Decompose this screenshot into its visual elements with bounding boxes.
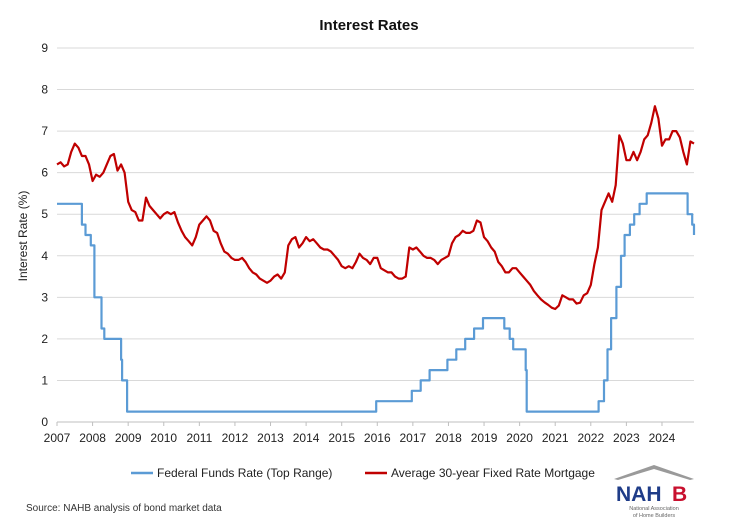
- x-tick-label: 2011: [186, 431, 212, 445]
- y-axis-label: Interest Rate (%): [16, 191, 30, 282]
- x-axis-ticks: 2007 2008 2009 2010 2011 2012 2013 2014 2015 2016…: [44, 422, 676, 445]
- y-axis-ticks: 0 1 2 3 4 5 6 7 8 9: [41, 41, 48, 429]
- x-tick-label: 2019: [471, 431, 498, 445]
- x-tick-label: 2012: [222, 431, 249, 445]
- x-tick-label: 2008: [79, 431, 106, 445]
- y-tick-label: 6: [41, 166, 48, 180]
- logo-tagline-2: of Home Builders: [633, 513, 675, 519]
- x-tick-label: 2009: [115, 431, 142, 445]
- legend: Federal Funds Rate (Top Range) Average 3…: [131, 466, 595, 480]
- logo-roof-icon: [614, 465, 694, 480]
- x-tick-label: 2007: [44, 431, 71, 445]
- x-tick-label: 2015: [328, 431, 355, 445]
- y-tick-label: 5: [41, 207, 48, 221]
- y-tick-label: 4: [41, 249, 48, 263]
- y-tick-label: 8: [41, 83, 48, 97]
- y-tick-label: 2: [41, 332, 48, 346]
- y-tick-label: 3: [41, 290, 48, 304]
- x-tick-label: 2013: [257, 431, 284, 445]
- logo-wordmark-b: B: [672, 483, 687, 506]
- y-tick-label: 1: [41, 373, 48, 387]
- x-tick-label: 2018: [435, 431, 462, 445]
- nahb-logo: NAH B National Association of Home Build…: [614, 465, 694, 519]
- x-tick-label: 2014: [293, 431, 320, 445]
- x-tick-label: 2021: [542, 431, 569, 445]
- x-tick-label: 2022: [577, 431, 604, 445]
- y-tick-label: 0: [41, 415, 48, 429]
- x-tick-label: 2023: [613, 431, 640, 445]
- x-tick-label: 2010: [150, 431, 177, 445]
- logo-tagline-1: National Association: [629, 506, 679, 512]
- x-tick-label: 2020: [506, 431, 533, 445]
- x-tick-label: 2024: [649, 431, 676, 445]
- legend-label-fed-funds: Federal Funds Rate (Top Range): [157, 466, 332, 480]
- chart-title: Interest Rates: [319, 17, 418, 34]
- y-tick-label: 9: [41, 41, 48, 55]
- series-line-30yr-mortgage-rate: [56, 105, 695, 311]
- x-tick-label: 2017: [400, 431, 427, 445]
- series-lines: [56, 105, 696, 413]
- series-line-federal-funds-rate: [57, 192, 696, 413]
- legend-label-mortgage: Average 30-year Fixed Rate Mortgage: [391, 466, 595, 480]
- source-note: Source: NAHB analysis of bond market dat…: [26, 503, 222, 514]
- x-tick-label: 2016: [364, 431, 391, 445]
- y-tick-label: 7: [41, 124, 48, 138]
- logo-wordmark-nah: NAH: [616, 483, 662, 506]
